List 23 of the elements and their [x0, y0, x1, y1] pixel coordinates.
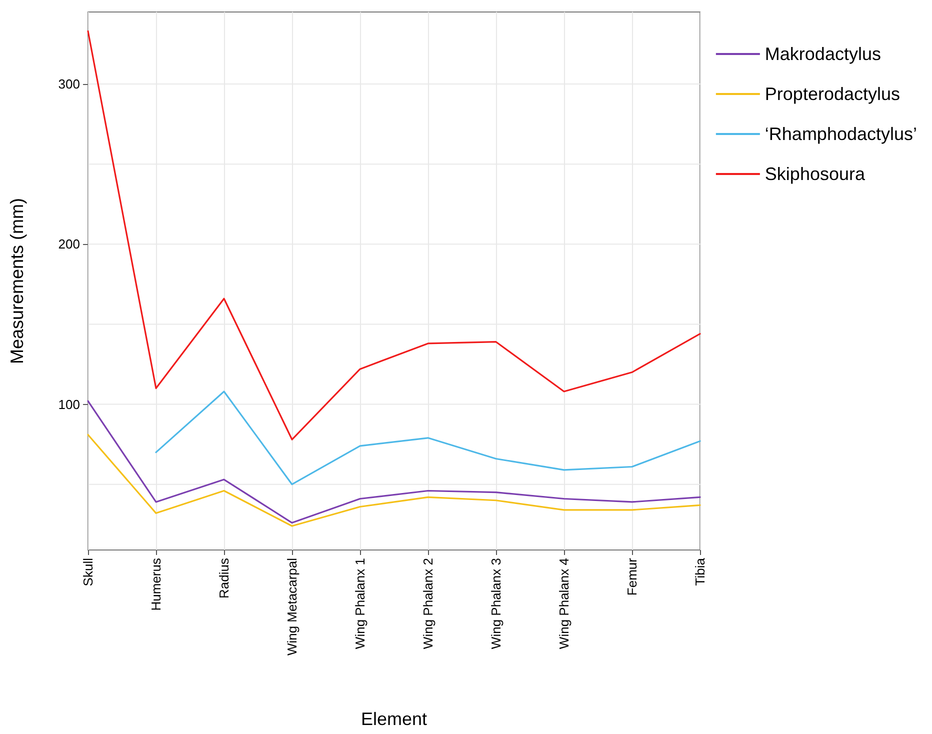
- line-series: [87, 434, 701, 527]
- x-tick-label: Femur: [624, 557, 640, 596]
- line-series: [87, 400, 701, 524]
- y-tick-label: 100: [58, 396, 80, 412]
- y-tick-label: 300: [58, 76, 80, 92]
- x-tick-label: Tibia: [692, 557, 708, 586]
- legend-label: Makrodactylus: [764, 44, 881, 64]
- x-tick-label: Skull: [80, 558, 96, 586]
- x-axis-title: Element: [360, 709, 428, 729]
- x-tick-label: Wing Metacarpal: [284, 558, 300, 656]
- y-tick-label: 200: [58, 236, 80, 252]
- x-tick-label: Wing Phalanx 4: [556, 558, 572, 650]
- line-series: [155, 390, 701, 486]
- legend-label: Propterodactylus: [764, 84, 900, 104]
- legend-label: ‘Rhamphodactylus’: [764, 124, 917, 144]
- x-tick-label: Wing Phalanx 2: [420, 558, 436, 650]
- x-tick-label: Wing Phalanx 1: [352, 558, 368, 650]
- y-axis-title: Measurements (mm): [7, 198, 27, 364]
- legend-label: Skiphosoura: [764, 164, 866, 184]
- x-tick-label: Radius: [216, 558, 232, 598]
- x-tick-label: Wing Phalanx 3: [488, 558, 504, 650]
- x-tick-label: Humerus: [148, 558, 164, 611]
- line-series: [87, 30, 701, 440]
